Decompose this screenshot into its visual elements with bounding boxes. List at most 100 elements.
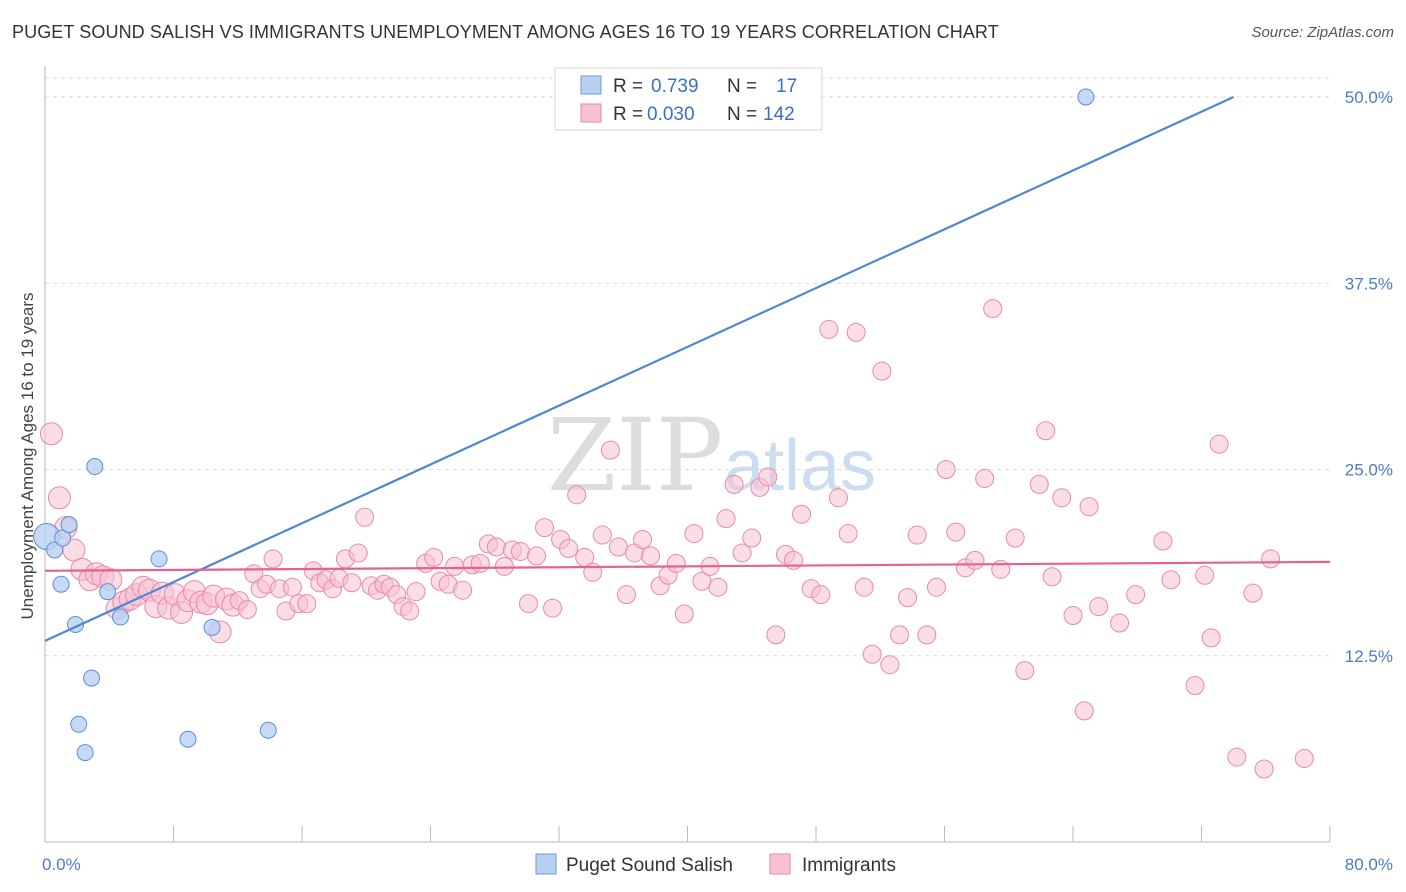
source-credit: Source: ZipAtlas.com [1251,24,1394,41]
immigrants-series [39,299,1314,779]
immigrants-point [1005,528,1025,548]
immigrants-point [1074,701,1094,721]
correlation-legend: R = 0.739 N = 17 R = 0.030 N = 142 [554,67,823,131]
immigrants-point [1209,434,1229,454]
immigrants-point [527,546,547,566]
puget-sound-salish-point [179,730,197,748]
immigrants-point [1015,661,1035,681]
immigrants-trendline [44,560,1331,572]
immigrants-point [342,573,362,593]
immigrants-point [567,485,587,505]
legend-swatch-blue [580,75,602,95]
immigrants-point [406,582,426,602]
immigrants-point [1042,567,1062,587]
immigrants-point [592,525,612,545]
immigrants-point [424,547,444,567]
axes [44,66,1331,843]
immigrants-point [237,600,257,620]
immigrants-point [297,594,317,614]
puget-sound-salish-point [150,550,168,568]
immigrants-point [608,537,628,557]
immigrants-point [445,556,465,576]
immigrants-point [872,361,892,381]
immigrants-point [792,504,812,524]
immigrants-point [819,319,839,339]
legend-label-immigrants: Immigrants [802,855,896,876]
immigrants-point [494,556,514,576]
immigrants-point [559,538,579,558]
series-legend: Puget Sound Salish Immigrants [535,853,896,876]
immigrants-point [846,322,866,342]
watermark: ZIP atlas [547,397,876,514]
immigrants-point [1079,497,1099,517]
immigrants-point [1036,421,1056,441]
legend-n-value-1: 17 [776,76,797,97]
immigrants-point [263,549,283,569]
puget-sound-salish-point [203,618,221,636]
immigrants-point [758,467,778,487]
puget-sound-salish-point [76,744,94,762]
immigrants-point [1261,549,1281,569]
immigrants-point [811,585,831,605]
legend-swatch-immigrants [769,853,791,875]
immigrants-point [1227,747,1247,767]
puget-sound-salish-point [70,715,88,733]
legend-n-label-1: N = [727,76,757,97]
legend-r-value-2: 0.030 [647,104,695,125]
immigrants-point [907,525,927,545]
immigrants-point [535,518,555,538]
y-axis-label: Unemployment Among Ages 16 to 19 years [18,293,37,620]
immigrants-point [946,522,966,542]
immigrants-point [684,524,704,544]
puget-sound-salish-point [52,575,70,593]
immigrants-point [348,543,368,563]
puget-sound-salish-point [259,721,277,739]
x-tick-label-min: 0.0% [42,855,81,874]
immigrants-point [633,530,653,550]
immigrants-point [716,509,736,529]
immigrants-point [355,507,375,527]
immigrants-point [453,580,473,600]
legend-r-label-2: R = [613,104,643,125]
trend-lines [44,95,1331,642]
puget-sound-salish-point [86,458,104,476]
puget-sound-salish-point [1077,88,1095,106]
puget-sound-salish-trendline [44,95,1235,642]
immigrants-point [1110,613,1130,633]
immigrants-point [600,440,620,460]
immigrants-point [880,655,900,675]
immigrants-point [641,546,661,566]
immigrants-point [975,468,995,488]
immigrants-point [917,625,937,645]
legend-swatch-pink [580,103,602,123]
immigrants-point [983,299,1003,319]
immigrants-point [282,577,302,597]
immigrants-point [766,625,786,645]
immigrants-point [1201,628,1221,648]
immigrants-point [510,541,530,561]
puget-sound-salish-point [46,541,64,559]
immigrants-point [926,577,946,597]
legend-n-value-2: 142 [763,104,795,125]
immigrants-point [1153,531,1173,551]
legend-r-value-1: 0.739 [651,76,699,97]
immigrants-point [708,577,728,597]
immigrants-point [965,550,985,570]
immigrants-point [674,604,694,624]
immigrants-point [47,486,71,510]
immigrants-point [936,460,956,479]
immigrants-point [828,488,848,508]
immigrants-point [854,577,874,597]
legend-r-label-1: R = [613,76,643,97]
immigrants-point [862,644,882,664]
immigrants-point [1195,565,1215,585]
chart-title: PUGET SOUND SALISH VS IMMIGRANTS UNEMPLO… [12,22,999,42]
puget-sound-salish-point [111,608,129,626]
tick-labels: 12.5% 25.0% 37.5% 50.0% 0.0% 80.0% [42,88,1393,874]
y-tick-label: 12.5% [1345,647,1393,666]
immigrants-point [1243,583,1263,603]
immigrants-point [1126,585,1146,605]
immigrants-point [742,528,762,548]
immigrants-point [666,553,686,573]
y-tick-label: 37.5% [1345,274,1393,293]
